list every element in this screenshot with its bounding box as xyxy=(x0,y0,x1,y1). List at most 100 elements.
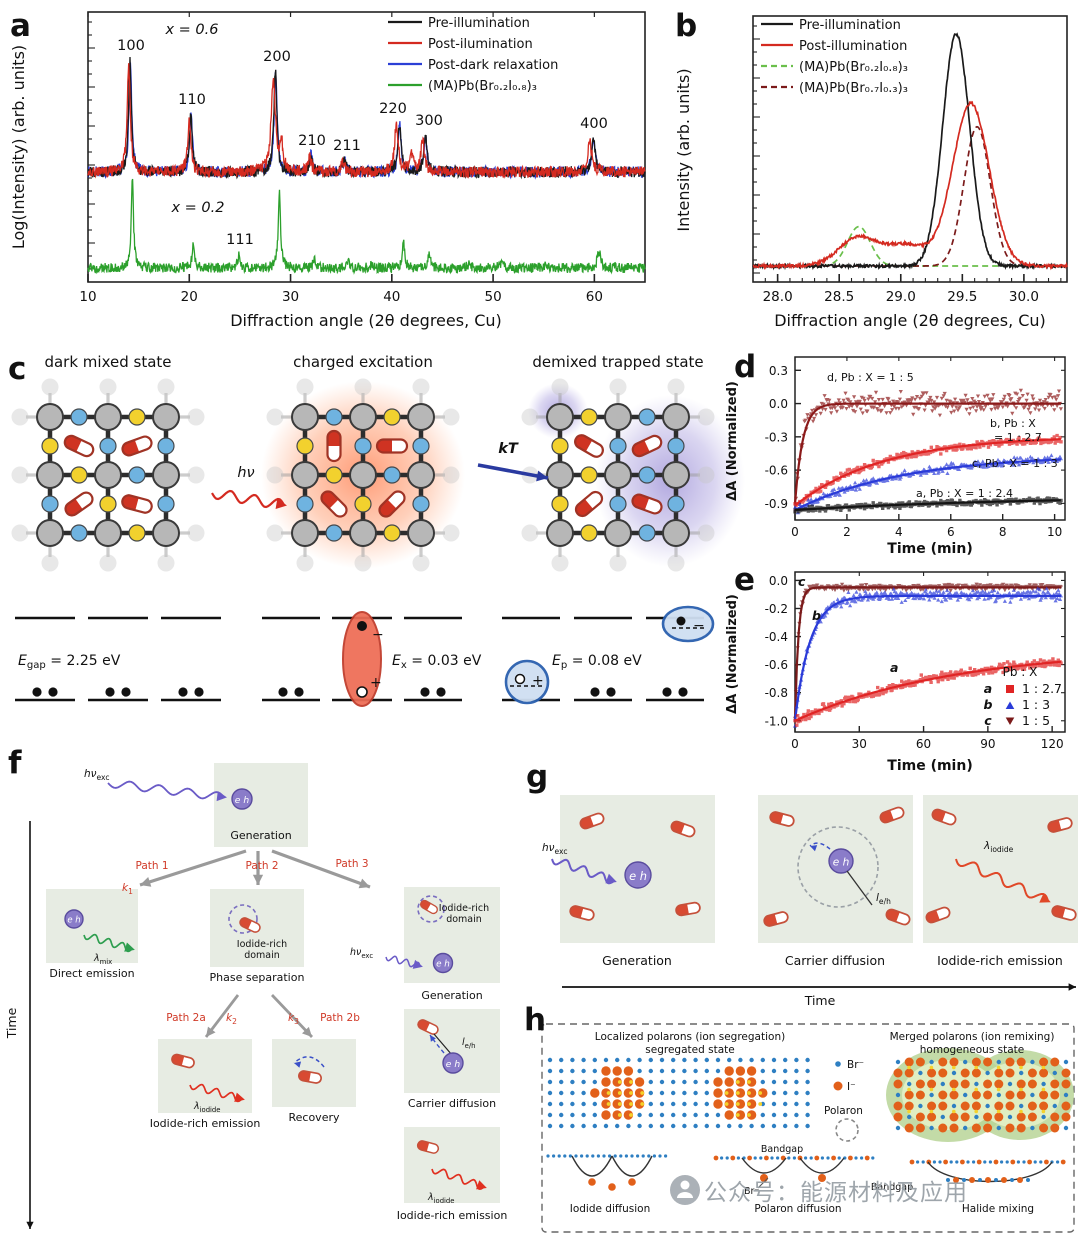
x-tick-label: 50 xyxy=(484,289,501,305)
row-dot xyxy=(1039,1160,1043,1164)
pb-atom xyxy=(349,519,377,547)
electron-dot xyxy=(606,687,616,697)
bromide-dot xyxy=(626,1057,631,1063)
bromide-dot xyxy=(581,1123,586,1129)
bromide-dot xyxy=(907,1114,912,1120)
electron-dot xyxy=(420,687,430,697)
bromide-dot xyxy=(603,1057,609,1063)
yellow-dot xyxy=(617,1113,622,1117)
ghost-ion xyxy=(609,378,627,396)
bromide-dot xyxy=(771,1090,777,1096)
legend-label: Post-ilumination xyxy=(428,37,533,52)
bromide-dot xyxy=(682,1123,687,1129)
yellow-dot xyxy=(640,1091,645,1095)
panel-b-graphics: 28.0 28.5 29.0 29.5 30.0 xyxy=(752,15,1068,305)
iodide-dot xyxy=(746,1110,757,1120)
row-dot xyxy=(658,1154,662,1158)
hv-symbol: hν xyxy=(84,768,97,780)
gfx-path xyxy=(925,906,951,924)
diffusion-arrow xyxy=(809,842,831,850)
eh-subscript: e/h xyxy=(879,897,891,906)
row-dot xyxy=(932,1160,936,1164)
bromide-dot xyxy=(918,1103,923,1109)
homogeneous-title: Merged polarons (ion remixing) xyxy=(890,1031,1055,1043)
k-symbol: k xyxy=(122,882,129,894)
iodide-dot xyxy=(927,1112,937,1122)
recovery-arrow xyxy=(293,1056,325,1068)
arrow-head xyxy=(605,873,617,884)
bromide-dot xyxy=(581,1112,586,1118)
legend-br-label: Br⁻ xyxy=(847,1059,864,1071)
iodide-dot xyxy=(628,1178,636,1186)
bromide-dot xyxy=(951,1070,957,1076)
ma-cation-pill xyxy=(569,905,595,921)
row-dot xyxy=(916,1160,920,1164)
bromide-dot xyxy=(996,1092,1001,1098)
bromide-dot xyxy=(559,1068,564,1074)
electron-hole-pair xyxy=(828,848,854,874)
electron-dot xyxy=(48,687,58,697)
iodide-dot xyxy=(915,1123,925,1133)
peak-label: 111 xyxy=(226,232,254,248)
gfx-path xyxy=(320,490,348,518)
bromide-dot xyxy=(682,1057,687,1063)
halide-ion xyxy=(41,495,59,513)
pb-atom xyxy=(604,403,632,431)
bromide-dot xyxy=(559,1079,564,1085)
bromide-dot xyxy=(570,1123,575,1129)
iodide-dot xyxy=(1005,1090,1015,1100)
electron-dot xyxy=(436,687,446,697)
row-dot xyxy=(960,1159,965,1165)
bromide-dot xyxy=(682,1068,687,1074)
row-dot xyxy=(955,1160,959,1164)
bromide-dot xyxy=(659,1057,665,1063)
bromide-dot xyxy=(693,1101,698,1107)
bromide-dot xyxy=(671,1079,676,1085)
x-tick-label: 60 xyxy=(916,737,931,751)
legend-i-label: I⁻ xyxy=(847,1081,856,1093)
pb-atom xyxy=(94,461,122,489)
row-dot xyxy=(1022,1160,1026,1164)
yellow-dot xyxy=(1019,1065,1023,1070)
lambda-iodide-label: λiodide xyxy=(193,1101,220,1114)
yellow-dot xyxy=(724,1102,729,1106)
bromide-dot xyxy=(659,1090,665,1096)
bromide-dot xyxy=(794,1068,799,1074)
electron-dot xyxy=(194,687,204,697)
time-axis-label: Time xyxy=(4,1007,19,1039)
halide-ion xyxy=(580,524,598,542)
iodide-dot xyxy=(1039,1068,1049,1078)
x-tick-label: 30 xyxy=(282,289,299,305)
halide-ion xyxy=(383,524,401,542)
panel-d-ylabel: ΔA (Normalized) xyxy=(725,381,740,501)
iodide-dot xyxy=(758,1088,768,1098)
bromide-dot xyxy=(637,1123,642,1129)
ghost-ion xyxy=(521,524,539,542)
state-title-mixed: dark mixed state xyxy=(44,353,171,371)
panel-b: 28.0 28.5 29.0 29.5 30.0 b Diffraction angle… xyxy=(674,8,1068,330)
pb-atom xyxy=(94,519,122,547)
iodide-dot xyxy=(634,1077,645,1087)
arrow-head xyxy=(140,876,152,887)
row-dot xyxy=(909,1159,915,1165)
row-dot xyxy=(713,1155,719,1161)
bromide-dot xyxy=(783,1112,788,1118)
iodide-dot xyxy=(960,1112,970,1122)
peak-label: 211 xyxy=(333,138,361,154)
gfx-path xyxy=(676,903,689,916)
egap-value: = 2.25 eV xyxy=(46,653,121,669)
gfx-path xyxy=(569,905,595,921)
ghost-ion xyxy=(296,378,314,396)
fit-line xyxy=(794,438,1061,507)
halide-ion xyxy=(667,437,685,455)
row-dot xyxy=(624,1154,628,1158)
dashed-circle xyxy=(797,826,879,908)
ma-cation-pill xyxy=(417,1019,439,1035)
wavy-arrow xyxy=(551,858,615,885)
bromide-dot xyxy=(895,1125,901,1131)
triangle-up-marker-icon xyxy=(1005,701,1015,709)
row-dot xyxy=(1010,1159,1016,1165)
bromide-dot xyxy=(996,1125,1001,1131)
iodide-dot xyxy=(1050,1079,1060,1089)
